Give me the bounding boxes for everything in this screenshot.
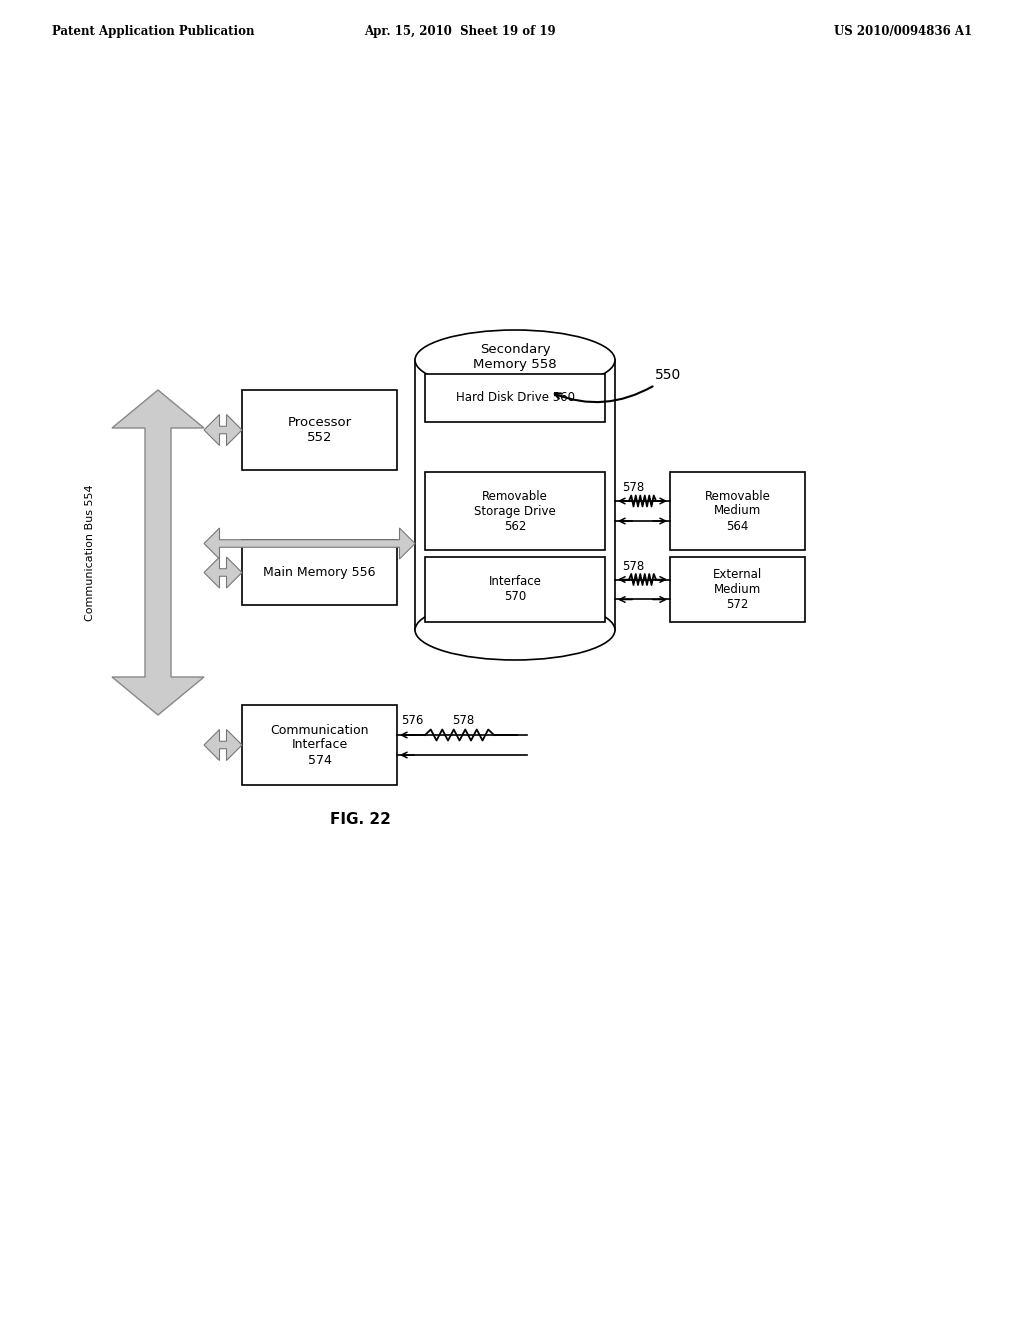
Bar (425, 473, 605, 550)
Bar (670, 557, 805, 622)
Text: Processor
552: Processor 552 (288, 416, 351, 444)
Polygon shape (204, 528, 415, 558)
Bar (670, 473, 805, 550)
Text: 576: 576 (401, 714, 423, 727)
Polygon shape (204, 414, 242, 445)
Ellipse shape (415, 330, 615, 389)
Text: Interface
570: Interface 570 (488, 576, 542, 603)
Bar (415, 360, 615, 630)
Text: Hard Disk Drive 560: Hard Disk Drive 560 (456, 392, 574, 404)
Text: 578: 578 (452, 714, 474, 727)
Text: FIG. 22: FIG. 22 (330, 813, 391, 828)
Bar (425, 557, 605, 622)
Text: 578: 578 (622, 560, 644, 573)
Polygon shape (204, 730, 242, 760)
Text: 550: 550 (655, 368, 681, 381)
Text: Apr. 15, 2010  Sheet 19 of 19: Apr. 15, 2010 Sheet 19 of 19 (365, 25, 556, 38)
Polygon shape (112, 389, 204, 715)
Text: External
Medium
572: External Medium 572 (713, 568, 762, 611)
Text: US 2010/0094836 A1: US 2010/0094836 A1 (834, 25, 972, 38)
Text: Removable
Storage Drive
562: Removable Storage Drive 562 (474, 490, 556, 532)
Bar (242, 540, 397, 605)
Text: Patent Application Publication: Patent Application Publication (52, 25, 255, 38)
Polygon shape (204, 557, 242, 587)
Text: Main Memory 556: Main Memory 556 (263, 566, 376, 579)
Bar (242, 705, 397, 785)
Text: Communication Bus 554: Communication Bus 554 (85, 484, 95, 620)
Bar (425, 374, 605, 422)
Text: Secondary
Memory 558: Secondary Memory 558 (473, 343, 557, 371)
Text: Communication
Interface
574: Communication Interface 574 (270, 723, 369, 767)
Text: Removable
Medium
564: Removable Medium 564 (705, 490, 770, 532)
Ellipse shape (415, 601, 615, 660)
Bar (242, 389, 397, 470)
Text: 578: 578 (622, 480, 644, 494)
